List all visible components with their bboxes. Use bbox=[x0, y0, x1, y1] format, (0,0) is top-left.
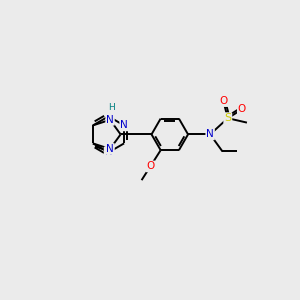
Text: N: N bbox=[120, 120, 128, 130]
Text: O: O bbox=[219, 96, 227, 106]
Text: O: O bbox=[146, 161, 154, 171]
Text: N: N bbox=[106, 144, 114, 154]
Text: S: S bbox=[224, 113, 231, 123]
Text: N: N bbox=[105, 147, 112, 158]
Text: N: N bbox=[106, 115, 114, 125]
Text: H: H bbox=[108, 103, 115, 112]
Text: N: N bbox=[206, 129, 214, 140]
Text: O: O bbox=[238, 104, 246, 114]
